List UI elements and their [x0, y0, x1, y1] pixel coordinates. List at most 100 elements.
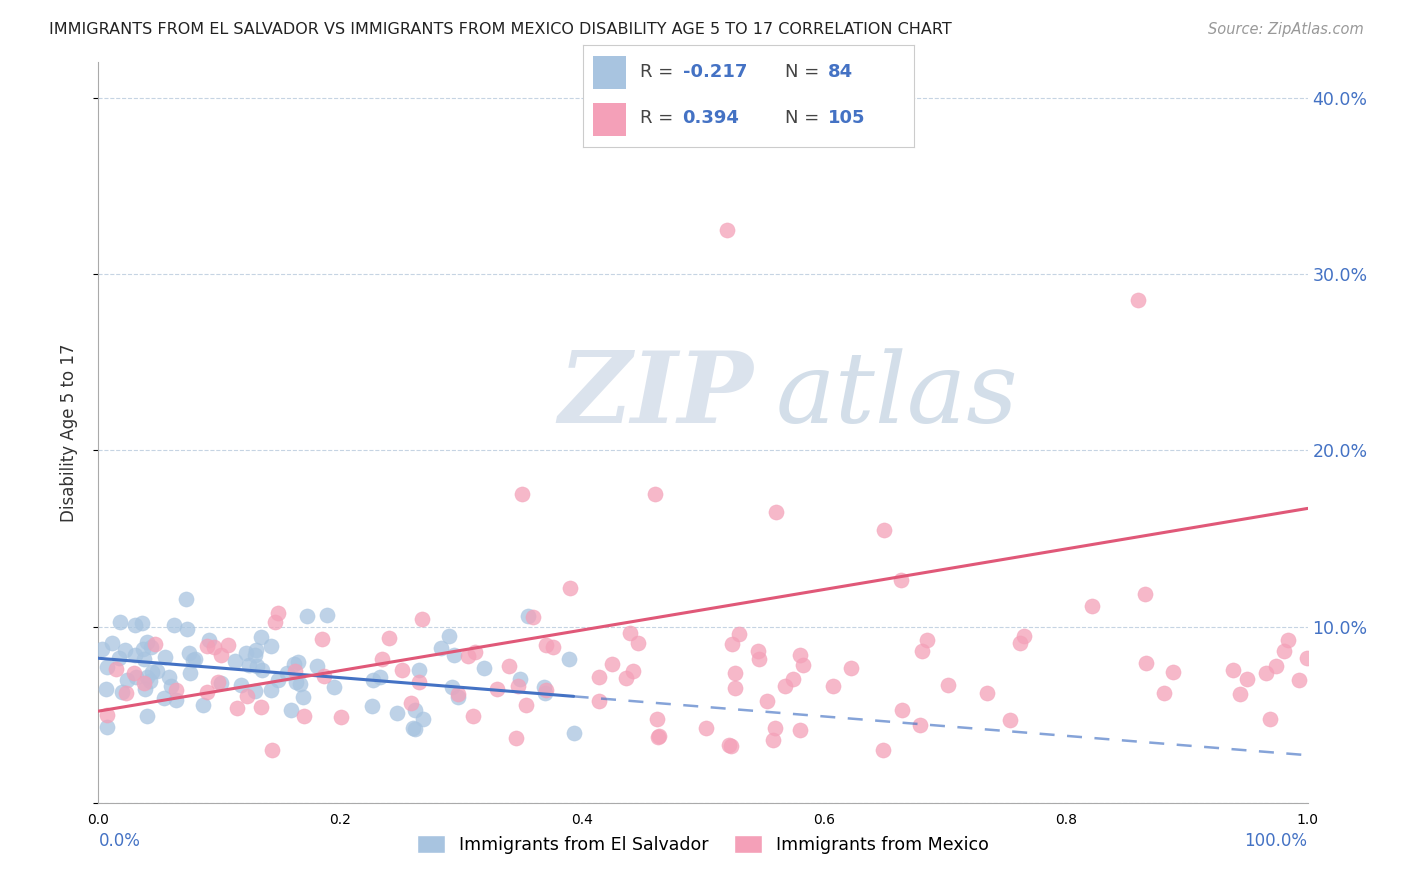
Point [209, 648, 232, 663]
Point [235, 646, 257, 660]
Point [115, 686, 138, 700]
Point [515, 698, 537, 712]
Point [322, 680, 344, 694]
Point [160, 679, 183, 693]
Point [138, 674, 160, 689]
Point [648, 729, 671, 743]
Point [1135, 657, 1157, 671]
Point [165, 683, 187, 698]
Point [505, 731, 527, 745]
Point [402, 721, 425, 735]
Point [463, 708, 485, 723]
Point [792, 657, 814, 672]
Point [498, 658, 520, 673]
Point [134, 681, 156, 696]
Point [441, 680, 464, 694]
Point [1012, 630, 1035, 644]
Point [534, 686, 557, 700]
Point [1272, 644, 1295, 658]
Point [472, 661, 495, 675]
Point [437, 629, 460, 643]
Point [404, 703, 426, 717]
Point [122, 665, 145, 680]
Point [292, 709, 315, 723]
Point [762, 733, 785, 747]
Point [789, 723, 811, 738]
Point [96, 707, 118, 722]
Point [509, 673, 531, 687]
Point [291, 690, 314, 705]
Point [195, 685, 218, 699]
Text: IMMIGRANTS FROM EL SALVADOR VS IMMIGRANTS FROM MEXICO DISABILITY AGE 5 TO 17 COR: IMMIGRANTS FROM EL SALVADOR VS IMMIGRANT… [49, 22, 952, 37]
Point [195, 639, 218, 653]
Point [1288, 673, 1310, 687]
Point [96, 660, 118, 674]
Point [1000, 713, 1022, 727]
Point [533, 681, 555, 695]
Point [114, 642, 136, 657]
Point [179, 665, 201, 680]
Point [283, 657, 305, 671]
Point [558, 581, 581, 595]
Point [782, 672, 804, 686]
Point [558, 652, 581, 666]
Point [163, 618, 186, 632]
Point [132, 676, 155, 690]
Point [184, 652, 207, 666]
Text: R =: R = [640, 63, 679, 81]
Point [391, 663, 413, 677]
Point [284, 664, 307, 678]
Point [136, 670, 159, 684]
Point [267, 673, 290, 687]
Point [457, 648, 479, 663]
Point [176, 591, 198, 606]
Point [245, 648, 267, 662]
Point [1081, 599, 1104, 613]
Point [724, 665, 747, 680]
Point [236, 689, 259, 703]
Point [1277, 633, 1299, 648]
Point [295, 609, 318, 624]
Point [695, 721, 717, 735]
Point [250, 663, 273, 677]
Point [485, 682, 508, 697]
Point [908, 717, 931, 731]
Text: R =: R = [640, 110, 679, 128]
Bar [593, 56, 627, 88]
Point [915, 632, 938, 647]
Point [225, 700, 247, 714]
Point [1258, 712, 1281, 726]
Point [202, 640, 225, 655]
Point [363, 673, 385, 687]
Bar [593, 103, 627, 136]
Point [718, 738, 741, 752]
Point [644, 487, 666, 501]
Text: 0.0%: 0.0% [98, 832, 141, 850]
Point [288, 677, 311, 691]
Point [209, 676, 232, 690]
Point [647, 712, 669, 726]
Point [1296, 650, 1319, 665]
Point [315, 608, 337, 623]
Point [243, 684, 266, 698]
Point [408, 675, 430, 690]
Point [716, 223, 738, 237]
Point [588, 670, 610, 684]
Point [132, 642, 155, 657]
Point [1008, 635, 1031, 649]
Point [264, 615, 287, 629]
Point [763, 721, 786, 735]
Point [96, 720, 118, 734]
Point [246, 659, 269, 673]
Point [250, 630, 273, 644]
Point [890, 573, 912, 587]
Text: 100.0%: 100.0% [1244, 832, 1308, 850]
Point [139, 640, 162, 655]
Point [131, 615, 153, 630]
Point [621, 664, 644, 678]
Point [111, 685, 134, 699]
Text: ZIP: ZIP [558, 347, 752, 444]
Point [1265, 659, 1288, 673]
Point [152, 691, 174, 706]
Point [124, 648, 146, 662]
